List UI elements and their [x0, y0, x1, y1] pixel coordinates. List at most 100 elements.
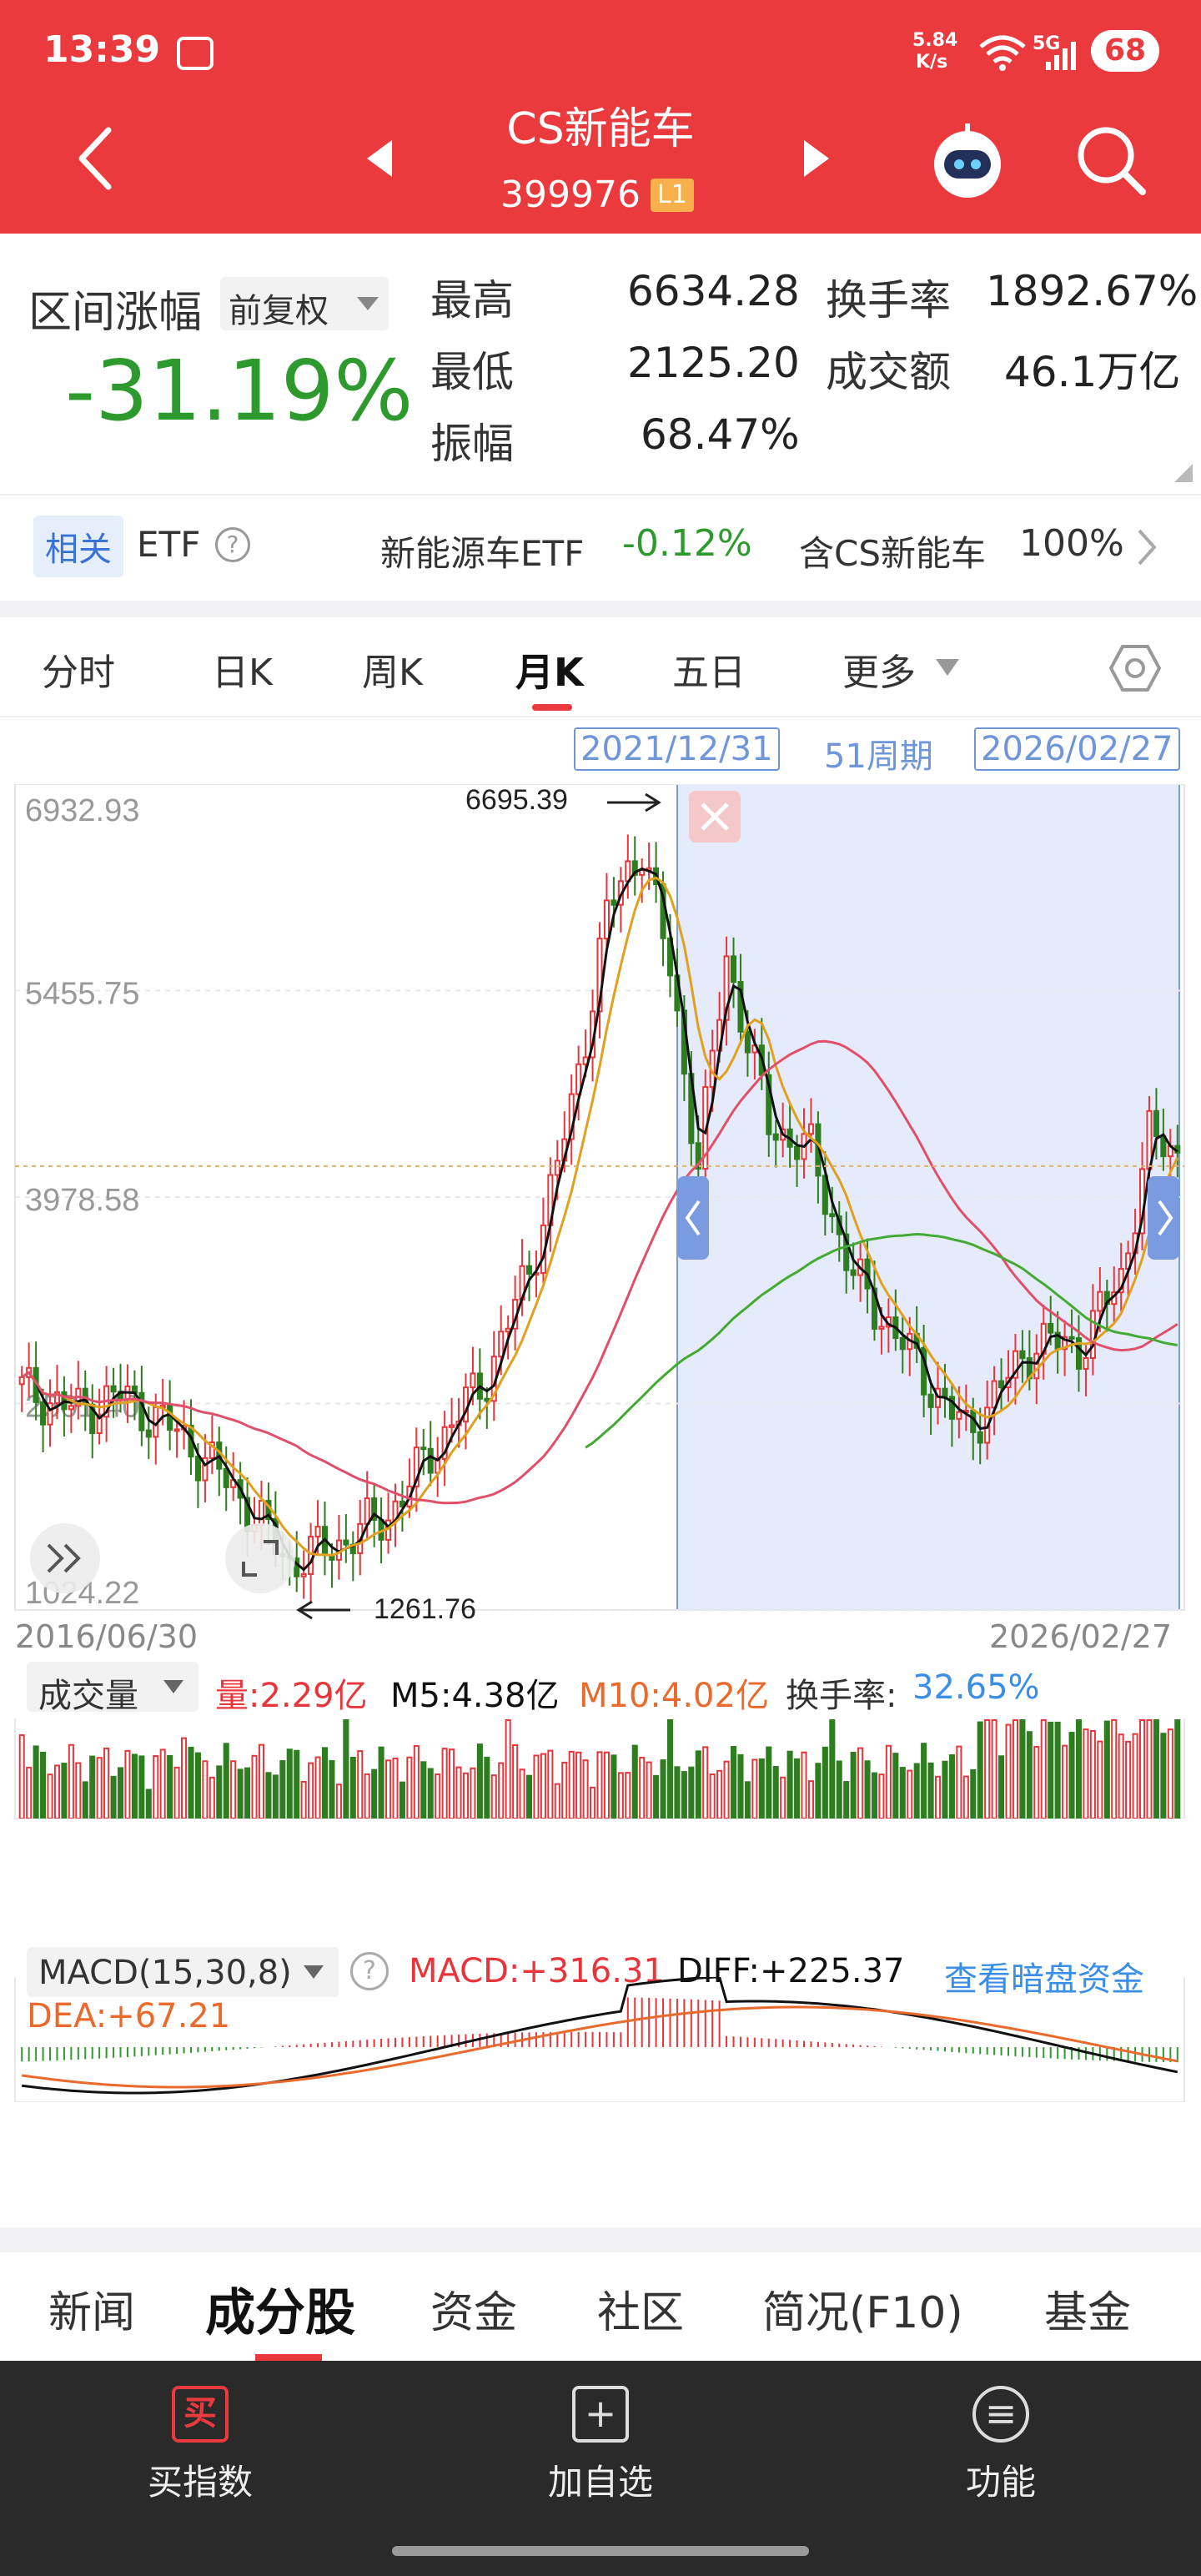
kline-chart[interactable]: 6932.935455.753978.582501.401024.226695.…	[0, 784, 1201, 1635]
tab-intraday[interactable]: 分时	[42, 652, 115, 694]
next-stock-icon[interactable]	[804, 140, 829, 177]
volume-bar	[1125, 1740, 1132, 1819]
volume-bar	[53, 1764, 61, 1819]
volume-bar	[878, 1774, 885, 1819]
volume-bar	[772, 1765, 779, 1819]
volume-bar	[617, 1772, 624, 1819]
volume-bar	[230, 1760, 237, 1819]
net-speed-value: 5.84	[912, 30, 958, 51]
volume-chart[interactable]	[0, 1718, 1201, 1819]
tab-monthly-k[interactable]: 月K	[515, 650, 584, 695]
volume-bar	[977, 1721, 983, 1819]
volume-bar	[1040, 1719, 1047, 1819]
tab-funds[interactable]: 资金	[430, 2288, 518, 2338]
adjust-dropdown[interactable]: 前复权	[220, 277, 389, 330]
etf-name[interactable]: 新能源车ETF	[380, 533, 585, 574]
buy-index-button[interactable]: 买 买指数	[100, 2386, 300, 2505]
tab-constituents[interactable]: 成分股	[205, 2284, 355, 2342]
help-icon[interactable]: ?	[215, 527, 250, 562]
trade-amount-label: 成交额	[826, 348, 951, 396]
macd-indicator-dropdown[interactable]: MACD(15,30,8)	[27, 1947, 339, 1997]
active-tab-indicator	[255, 2354, 322, 2361]
tab-weekly-k[interactable]: 周K	[362, 652, 423, 694]
volume-bar	[145, 1789, 152, 1819]
page-title: CS新能车	[506, 104, 695, 154]
volume-bar	[435, 1773, 441, 1819]
chevron-right-icon	[1138, 529, 1157, 566]
prev-stock-icon[interactable]	[367, 140, 392, 177]
candle-body	[371, 1497, 378, 1521]
candle-body	[145, 1429, 152, 1438]
etf-bar[interactable]: 相关 ETF ? 新能源车ETF -0.12% 含CS新能车 100%	[0, 494, 1201, 602]
volume-bar	[82, 1781, 88, 1819]
candle-body	[631, 860, 638, 876]
candle-body	[40, 1401, 47, 1426]
candle-body	[53, 1391, 61, 1405]
volume-bar	[801, 1751, 807, 1819]
expand-sidebar-button	[30, 1523, 100, 1593]
ma-line-longest	[585, 1232, 1178, 1449]
volume-bar	[392, 1757, 399, 1819]
chevron-down-icon	[163, 1680, 183, 1693]
volume-bar	[653, 1774, 660, 1819]
candle-body	[611, 899, 617, 906]
adjust-label: 前复权	[229, 292, 329, 330]
tab-more[interactable]: 更多	[842, 652, 916, 694]
tab-fund[interactable]: 基金	[1044, 2288, 1132, 2338]
candle-body	[167, 1404, 173, 1431]
volume-bar	[681, 1771, 687, 1819]
volume-bar	[40, 1751, 47, 1819]
volume-bar	[751, 1758, 758, 1819]
volume-bar	[525, 1774, 533, 1819]
candle-body	[596, 938, 603, 1013]
candle-body	[575, 1063, 582, 1095]
volume-bar	[364, 1773, 370, 1819]
volume-bar	[103, 1747, 110, 1819]
dea-value: DEA:+67.21	[27, 1997, 231, 2035]
candle-body	[603, 899, 610, 940]
volume-indicator-dropdown[interactable]: 成交量	[27, 1662, 198, 1715]
candle-body	[484, 1397, 490, 1402]
volume-bar	[244, 1767, 251, 1819]
search-icon[interactable]	[1076, 125, 1148, 197]
contains-label: 含CS新能车	[799, 533, 986, 574]
tab-community[interactable]: 社区	[597, 2288, 685, 2338]
volume-bar	[124, 1749, 131, 1819]
range-start-date[interactable]: 2021/12/31	[574, 727, 780, 771]
volume-m10: M10:4.02亿	[579, 1677, 769, 1715]
back-icon[interactable]	[75, 125, 117, 192]
robot-assistant-icon[interactable]	[926, 118, 1009, 202]
macd-chart[interactable]	[0, 1977, 1201, 2102]
volume-bar	[561, 1761, 568, 1819]
diff-line	[22, 1977, 1178, 2095]
function-menu-button[interactable]: ≡ 功能	[901, 2386, 1101, 2505]
candle-body	[314, 1526, 321, 1538]
tab-news[interactable]: 新闻	[48, 2288, 136, 2338]
volume-bar	[470, 1767, 476, 1819]
volume-bar	[1174, 1719, 1181, 1819]
volume-bar	[892, 1753, 899, 1819]
range-end-date[interactable]: 2026/02/27	[974, 727, 1180, 771]
tab-f10-overview[interactable]: 简况(F10)	[762, 2288, 963, 2338]
volume-bar	[611, 1754, 617, 1819]
tab-daily-k[interactable]: 日K	[212, 652, 273, 694]
dark-pool-funds-link[interactable]: 查看暗盘资金	[944, 1960, 1144, 1999]
macd-help-icon[interactable]: ?	[350, 1952, 389, 1990]
range-change-label: 区间涨幅	[28, 288, 203, 338]
volume-bar	[1068, 1732, 1075, 1819]
volume-bar	[660, 1759, 666, 1819]
fullscreen-icon	[242, 1540, 279, 1577]
volume-bar	[596, 1751, 603, 1819]
settings-icon[interactable]	[1109, 642, 1161, 694]
volume-bar	[385, 1759, 392, 1819]
volume-bar	[1054, 1721, 1061, 1819]
battery-icon: 68	[1091, 30, 1159, 72]
volume-bar	[1153, 1719, 1159, 1819]
volume-bar	[47, 1774, 53, 1819]
volume-bar	[294, 1749, 300, 1819]
candle-body	[850, 1269, 857, 1276]
add-watchlist-button[interactable]: + 加自选	[500, 2386, 701, 2505]
tab-five-day[interactable]: 五日	[672, 652, 746, 694]
candle-body	[921, 1346, 927, 1396]
volume-bar	[279, 1760, 286, 1819]
